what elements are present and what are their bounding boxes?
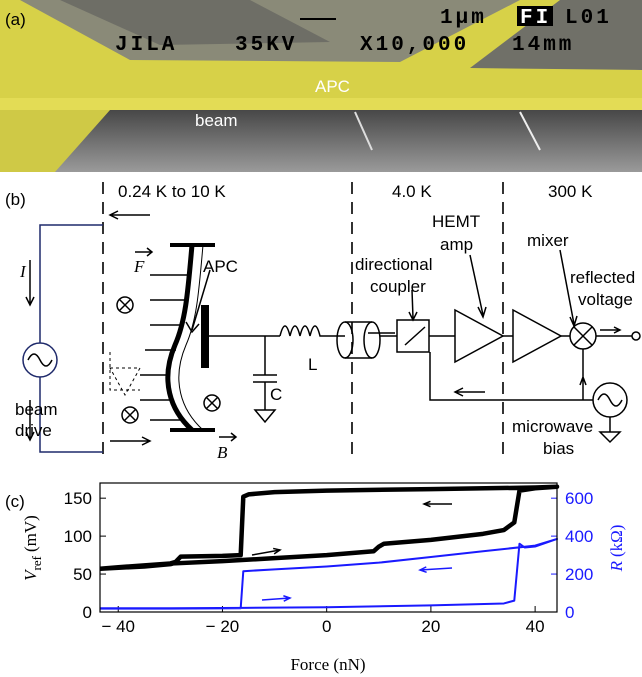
- output-label: reflected: [570, 268, 635, 287]
- panel-label: (c): [5, 492, 25, 511]
- magnification-text: X10,000: [360, 34, 469, 57]
- connector: [364, 322, 380, 358]
- y-axis-label: Vref(mV): [21, 515, 44, 581]
- mixer-label: mixer: [527, 231, 569, 250]
- plot-frame: [100, 483, 557, 612]
- x-tick-label: 0: [322, 617, 331, 636]
- y-axis-subscript: ref: [29, 555, 44, 570]
- y-tick-label: 150: [64, 489, 92, 508]
- drive-label: beam: [15, 400, 58, 419]
- y2-axis-label: R (kΩ): [607, 525, 626, 573]
- amp-label: HEMT: [432, 212, 480, 231]
- current-label: I: [19, 262, 27, 281]
- zone-label: 4.0 K: [392, 182, 432, 201]
- panel-label: (a): [5, 10, 26, 29]
- wire: [368, 333, 397, 336]
- displaced-beam: [110, 352, 140, 390]
- y2-tick-label: 200: [565, 565, 593, 584]
- voltage-text: 35KV: [235, 34, 297, 57]
- zone-label: 0.24 K to 10 K: [118, 182, 226, 201]
- x-tick-label: − 40: [101, 617, 135, 636]
- bias-source-wave: [598, 394, 622, 442]
- y2-tick-label: 400: [565, 527, 593, 546]
- force-label: F: [133, 257, 145, 276]
- x-tick-label: − 20: [206, 617, 240, 636]
- force-arrows: [140, 275, 188, 420]
- y-axis-unit: (mV): [21, 515, 40, 552]
- panel-label: (b): [5, 190, 26, 209]
- drive-source-wave: [28, 354, 52, 366]
- data-line: [100, 539, 557, 609]
- x-tick-label: 20: [421, 617, 440, 636]
- y2-tick-label: 600: [565, 489, 593, 508]
- y2-tick-label: 0: [565, 603, 574, 622]
- apc-label: APC: [203, 257, 238, 276]
- apc-label: APC: [315, 77, 350, 96]
- mixer-arrow: [560, 250, 577, 326]
- connector: [345, 322, 372, 358]
- vector-arrows: [135, 248, 236, 441]
- x-axis-label: Force (nN): [290, 655, 365, 674]
- inductor: [280, 326, 345, 336]
- amplifier: [513, 310, 561, 362]
- amp-arrow: [470, 255, 486, 317]
- figure: (a) 1µm FI L01 JILA 35KV X10,000 14mm AP…: [0, 0, 642, 677]
- y-tick-label: 100: [64, 527, 92, 546]
- inductor-label: L: [308, 355, 317, 374]
- page: {"panel_a": {"label": "(a)", "scale": "1…: [0, 0, 642, 677]
- y-tick-label: 50: [73, 565, 92, 584]
- displaced-beam: [110, 368, 140, 395]
- badge-text: FI: [520, 7, 551, 30]
- coupler-label: coupler: [370, 277, 426, 296]
- output-label: voltage: [578, 290, 633, 309]
- x-tick-label: 40: [526, 617, 545, 636]
- sem-beam: [0, 98, 642, 110]
- lab-text: JILA: [115, 34, 177, 57]
- field-label: B: [217, 443, 228, 462]
- data-line: [100, 487, 557, 569]
- zone-label: 300 K: [548, 182, 593, 201]
- mixer-cross: [574, 327, 592, 345]
- distance-text: 14mm: [512, 34, 574, 57]
- scale-text: 1µm: [440, 7, 487, 30]
- directional-coupler: [397, 320, 429, 352]
- capacitor-label: C: [270, 385, 282, 404]
- coupler-arrow: [405, 290, 425, 345]
- hemt-amplifier: [455, 310, 503, 362]
- y2-axis-symbol: R: [607, 560, 626, 572]
- beam: [168, 245, 192, 430]
- bias-label: bias: [543, 439, 574, 458]
- drive-wire: [40, 225, 103, 343]
- beam-label: beam: [195, 111, 238, 130]
- amp-label: amp: [440, 235, 473, 254]
- current-arrows: [110, 211, 150, 445]
- drive-label: drive: [15, 421, 52, 440]
- output-port: [632, 332, 640, 340]
- connector: [337, 322, 353, 358]
- coupler-label: directional: [355, 255, 433, 274]
- y-tick-label: 0: [83, 603, 92, 622]
- output-wire: [596, 327, 632, 336]
- capacitor: [253, 336, 277, 422]
- bias-label: microwave: [512, 417, 593, 436]
- code-text: L01: [565, 7, 612, 30]
- y2-axis-unit: (kΩ): [607, 525, 626, 557]
